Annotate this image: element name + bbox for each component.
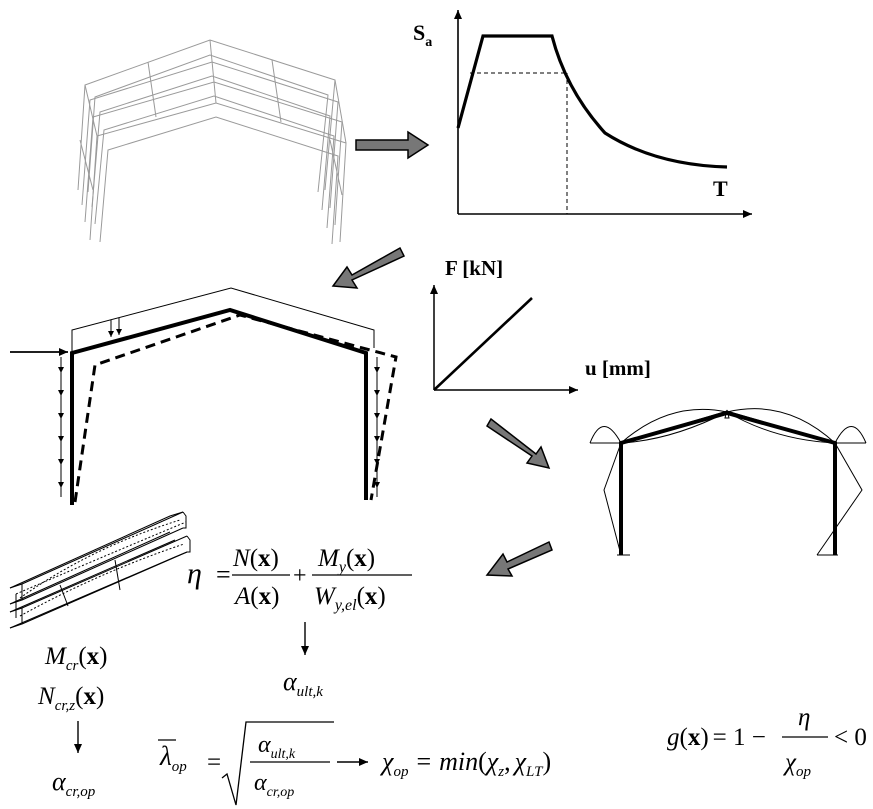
force-displacement-plot: F [kN] u [mm] bbox=[430, 256, 651, 394]
i-beam-sketch bbox=[9, 511, 191, 629]
mcr-label: Mcr(x) bbox=[44, 643, 107, 674]
svg-text:η: η bbox=[187, 557, 202, 590]
limit-state-denominator: χop bbox=[783, 749, 812, 780]
spectrum-y-label: Sa bbox=[413, 20, 432, 50]
svg-text:=: = bbox=[207, 749, 221, 776]
svg-text:< 0: < 0 bbox=[834, 724, 867, 751]
arrow-down-left-icon-1 bbox=[331, 246, 406, 289]
loaded-portal-frame bbox=[10, 287, 398, 505]
svg-text:=: = bbox=[216, 560, 231, 589]
alpha-ult-k: αult,k bbox=[283, 667, 323, 700]
flow-arrows bbox=[331, 130, 553, 577]
svg-text:+: + bbox=[293, 563, 307, 589]
lambda-op: λop bbox=[159, 741, 187, 775]
spectrum-curve bbox=[456, 34, 728, 169]
buckling-mode-frame bbox=[589, 408, 867, 556]
limit-state-function: g(x) = 1 − η χop < 0 bbox=[667, 704, 867, 780]
chi-op-formula: χop = min(χz, χLT) bbox=[379, 747, 551, 780]
arrow-right-icon bbox=[355, 130, 430, 160]
critical-buckling-formulas: Mcr(x) Ncr,z(x) αcr,op bbox=[37, 643, 107, 800]
fraction-1-denominator: A(x) bbox=[233, 583, 279, 610]
slenderness-formula: λop = αult,k αcr,op χop = min(χz, χLT) bbox=[158, 721, 551, 806]
limit-state-lhs: g(x) = 1 − bbox=[667, 724, 766, 751]
sqrt-denominator: αcr,op bbox=[254, 770, 294, 800]
arrow-down-right-icon bbox=[486, 417, 551, 470]
fraction-1-numerator: N(x) bbox=[232, 545, 279, 572]
response-spectrum: Sa T bbox=[413, 10, 752, 218]
sqrt-numerator: αult,k bbox=[258, 732, 296, 762]
displacement-axis-label: u [mm] bbox=[585, 356, 651, 380]
ncr-label: Ncr,z(x) bbox=[37, 683, 104, 714]
utilization-formula: η = N(x) A(x) + My(x) Wy,el(x) αult,k bbox=[187, 545, 412, 700]
spectrum-x-label: T bbox=[713, 176, 728, 201]
fraction-2-denominator: Wy,el(x) bbox=[314, 583, 386, 614]
arrow-down-left-icon-2 bbox=[485, 540, 553, 577]
alpha-cr-op: αcr,op bbox=[52, 767, 96, 800]
3d-frame-model bbox=[77, 39, 347, 245]
force-axis-label: F [kN] bbox=[445, 256, 503, 280]
fraction-2-numerator: My(x) bbox=[317, 545, 375, 576]
svg-text:η: η bbox=[798, 704, 810, 731]
